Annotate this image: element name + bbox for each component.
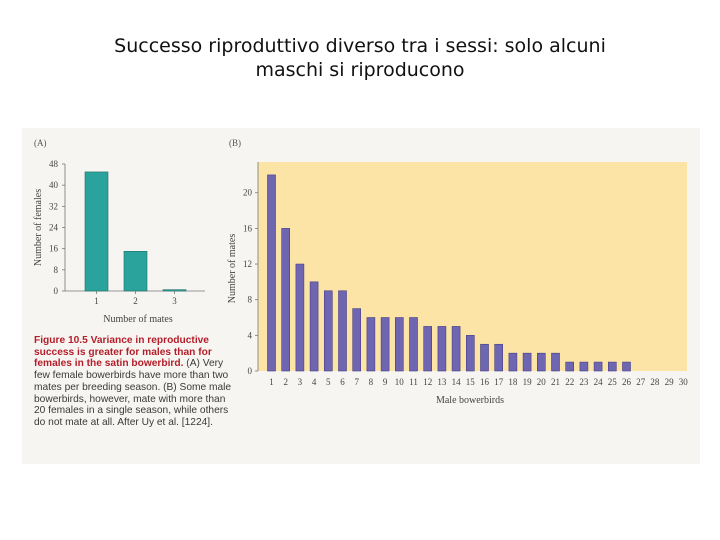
panel-b-bar [366,317,376,372]
panel-b-x-tick-label: 21 [551,377,560,387]
panel-b-bar [622,361,631,372]
panel-b-bar [465,335,475,372]
panel-a-chart: (A) 0 8 16 24 32 40 48 1 2 3 Number of mates Number … [33,138,205,325]
panel-a-y-tick-label: 32 [49,201,58,211]
panel-b-bar [579,361,589,372]
panel-a-bar [84,171,109,292]
panel-b-bar [508,352,518,372]
figure-caption-body: (A) Very few female bowerbirds have more… [34,358,232,428]
figure-caption: Figure 10.5 Variance in reproductive suc… [34,335,234,429]
panel-b-bar [522,352,532,372]
panel-b-y-tick-label: 0 [248,366,253,376]
panel-b-x-tick-label: 1 [269,377,274,387]
panel-b-x-tick-label: 6 [340,377,345,387]
panel-b-x-tick-label: 23 [579,377,589,387]
panel-b-bar [409,317,418,372]
panel-b-x-tick-label: 10 [395,377,405,387]
panel-b-x-tick-label: 22 [565,377,574,387]
panel-b-x-tick-label: 11 [409,377,418,387]
panel-a-y-tick-label: 48 [49,159,59,169]
panel-b-bar [380,317,390,372]
panel-b-bar [394,317,404,372]
panel-b-y-tick-label: 4 [248,330,253,340]
panel-a-y-tick-label: 40 [49,180,59,190]
panel-b-bar [423,326,433,372]
panel-b-x-tick-label: 17 [494,377,504,387]
panel-b-x-tick-label: 24 [594,377,604,387]
panel-b-bar [323,290,333,372]
panel-a-x-axis-label: Number of mates [103,314,173,325]
panel-b-bar [451,326,461,372]
panel-b-x-axis-label: Male bowerbirds [436,395,504,406]
panel-b-x-tick-label: 28 [650,377,660,387]
panel-b-x-tick-label: 3 [298,377,303,387]
panel-b-bar [437,326,447,372]
panel-b-bar [267,174,276,372]
panel-b-x-tick-label: 12 [423,377,432,387]
panel-b-bar [607,361,617,372]
panel-b-bar [281,228,291,372]
panel-a-y-tick-label: 0 [54,286,59,296]
panel-b-x-tick-label: 18 [508,377,518,387]
panel-b-bar [593,361,603,372]
panel-b-bar [565,361,575,372]
panel-b-x-tick-label: 13 [437,377,447,387]
panel-b-y-tick-label: 16 [243,223,253,233]
panel-b-x-tick-label: 20 [537,377,547,387]
panel-a-y-axis-label: Number of females [33,189,44,266]
figure-label: Figure 10.5 [34,335,88,346]
panel-b-x-tick-label: 2 [283,377,288,387]
panel-b-label: (B) [229,138,241,148]
slide-title-line-2: maschi si riproducono [255,59,465,81]
panel-b-bar [352,308,362,372]
slide-title: Successo riproduttivo diverso tra i sess… [60,34,660,82]
panel-b-y-tick-label: 12 [243,259,252,269]
panel-b-x-tick-label: 27 [636,377,646,387]
panel-a-label: (A) [34,138,47,148]
panel-b-bar [480,343,489,372]
panel-a-x-tick-label: 2 [133,296,138,306]
panel-b-x-tick-label: 26 [622,377,632,387]
panel-b-bar [295,263,305,372]
panel-a-x-tick-label: 1 [94,296,99,306]
panel-b-x-tick-label: 7 [354,377,359,387]
panel-b-bar [536,352,546,372]
panel-a-y-tick-label: 8 [54,265,59,275]
panel-b-x-tick-label: 9 [383,377,388,387]
panel-b-x-tick-label: 29 [665,377,675,387]
panel-b-x-tick-label: 14 [452,377,462,387]
panel-b-y-axis-label: Number of mates [227,234,238,304]
panel-a-y-tick-label: 16 [49,244,59,254]
panel-b-x-tick-label: 5 [326,377,331,387]
panel-b-x-tick-label: 8 [369,377,374,387]
panel-b-x-tick-label: 30 [679,377,689,387]
panel-b-y-tick-label: 8 [248,295,253,305]
panel-a-bar [162,289,187,292]
figure-headline: Variance in reproductive success is grea… [34,335,212,370]
panel-b-bar [309,281,319,372]
panel-a-x-tick-label: 3 [172,296,177,306]
panel-b-y-tick-label: 20 [243,188,253,198]
panel-b-x-tick-label: 16 [480,377,490,387]
panel-a-bar [123,251,148,292]
panel-b-bar [338,290,347,372]
panel-b-bar [551,352,560,372]
panel-b-x-tick-label: 15 [466,377,476,387]
panel-b-x-tick-label: 25 [608,377,618,387]
panel-a-y-tick-label: 24 [49,223,59,233]
panel-b-bar [494,343,504,372]
slide-title-line-1: Successo riproduttivo diverso tra i sess… [114,35,606,57]
panel-b-x-tick-label: 19 [523,377,533,387]
panel-b-x-tick-label: 4 [312,377,317,387]
